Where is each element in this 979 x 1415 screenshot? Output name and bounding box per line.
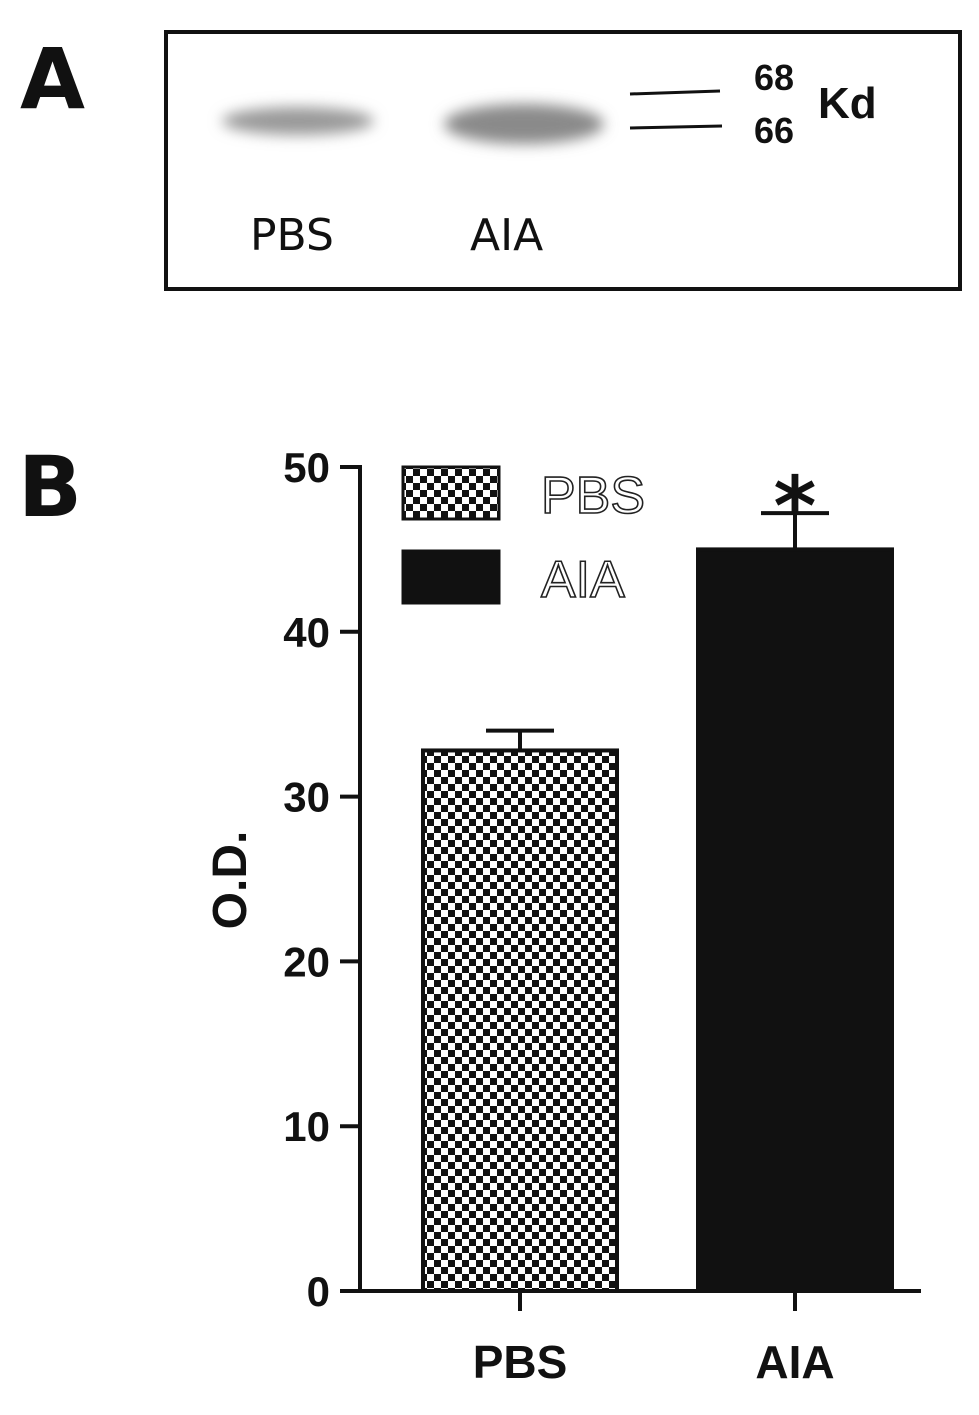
marker-line-68 — [629, 89, 721, 96]
y-axis-title: O.D. — [204, 831, 257, 930]
significance-asterisk: * — [774, 460, 817, 555]
y-tick-label: 50 — [283, 444, 330, 491]
lane-label-aia: AIA — [470, 210, 543, 261]
x-tick-label-pbs: PBS — [473, 1336, 568, 1388]
chart-legend: PBS AIA — [401, 465, 646, 610]
legend-swatch-aia — [401, 549, 501, 605]
legend-label-pbs: PBS — [541, 467, 645, 525]
y-tick-label: 10 — [283, 1103, 330, 1150]
bar-pbs — [421, 748, 619, 1293]
blot-band-aia — [444, 104, 604, 144]
marker-line-66 — [629, 124, 723, 130]
panel-a-letter: A — [20, 30, 85, 128]
marker-label-68: 68 — [754, 57, 794, 98]
legend-label-aia: AIA — [541, 551, 625, 609]
x-tick-label-aia: AIA — [755, 1336, 834, 1388]
marker-label-66: 66 — [754, 110, 794, 151]
blot-frame — [164, 30, 962, 291]
panel-b-letter: B — [18, 438, 82, 536]
marker-unit-label: Kd — [818, 79, 877, 128]
y-tick-label: 20 — [283, 938, 330, 985]
chart-bars: * — [421, 460, 894, 1293]
blot-band-pbs — [222, 107, 374, 135]
y-tick-label: 0 — [307, 1268, 330, 1315]
lane-label-pbs: PBS — [250, 210, 334, 261]
y-tick-label: 40 — [283, 609, 330, 656]
legend-swatch-pbs — [401, 465, 501, 521]
panel-a: A 68 66 Kd PBS AIA — [20, 30, 962, 291]
panel-b: B 0 10 20 30 40 50 O.D. PBS AIA * PBS AIA — [18, 438, 921, 1388]
chart-axes: 0 10 20 30 40 50 O.D. PBS AIA — [204, 444, 921, 1388]
bar-aia — [696, 547, 894, 1293]
y-tick-label: 30 — [283, 774, 330, 821]
